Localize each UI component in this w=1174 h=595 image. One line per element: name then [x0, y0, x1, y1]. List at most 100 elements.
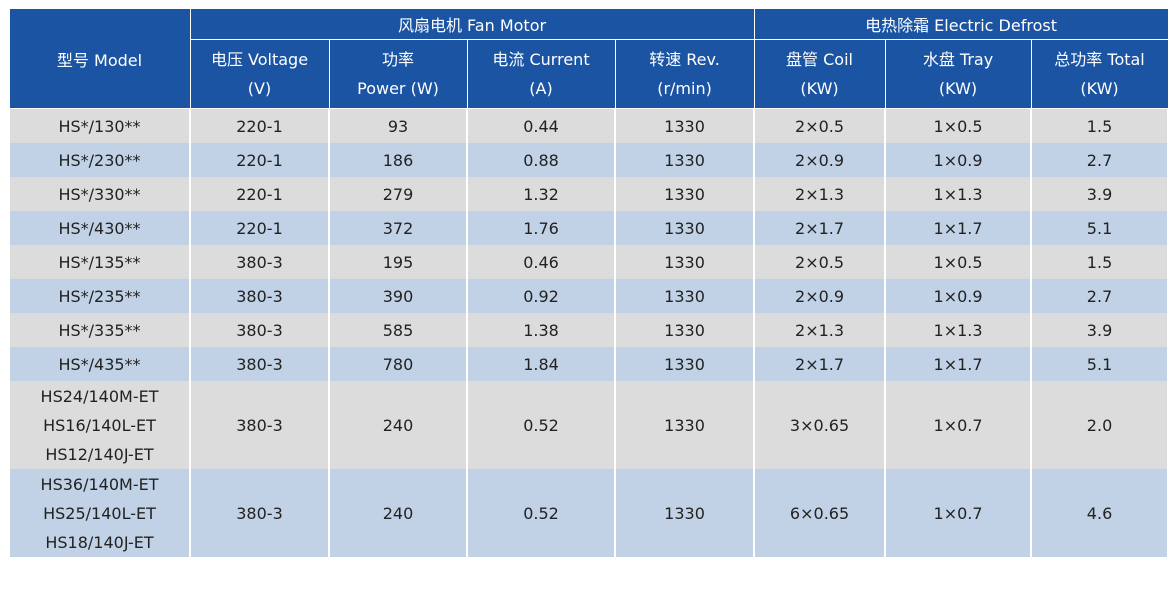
current-cell: 1.76: [466, 211, 616, 245]
total-cell: 2.7: [1030, 279, 1170, 313]
voltage-cell: 380-3: [189, 381, 330, 469]
header-line: 盘管 Coil: [786, 50, 853, 69]
tray-column-header: 水盘 Tray (KW): [884, 39, 1032, 109]
current-cell: 0.52: [466, 381, 616, 469]
current-cell: 0.46: [466, 245, 616, 279]
coil-cell: 2×1.3: [753, 177, 887, 211]
coil-cell: 2×1.3: [753, 313, 887, 347]
total-cell: 5.1: [1030, 347, 1170, 381]
current-column-header: 电流 Current (A): [466, 39, 616, 109]
rev-column-header: 转速 Rev. (r/min): [614, 39, 755, 109]
voltage-cell: 380-3: [189, 313, 330, 347]
header-unit: (A): [529, 79, 553, 98]
model-cell: HS*/435**: [8, 347, 191, 381]
model-cell: HS36/140M-ET HS25/140L-ET HS18/140J-ET: [8, 469, 191, 557]
power-cell: 279: [328, 177, 468, 211]
total-cell: 1.5: [1030, 108, 1170, 143]
table-row: HS*/430** 220-1 372 1.76 1330 2×1.7 1×1.…: [8, 211, 1170, 245]
header-unit: (KW): [938, 79, 978, 98]
table-row: HS*/230** 220-1 186 0.88 1330 2×0.9 1×0.…: [8, 143, 1170, 177]
voltage-cell: 380-3: [189, 245, 330, 279]
model-cell: HS*/330**: [8, 177, 191, 211]
model-name: HS16/140L-ET: [43, 415, 156, 435]
table-row: HS24/140M-ET HS16/140L-ET HS12/140J-ET 380…: [8, 381, 1170, 469]
model-name: HS25/140L-ET: [43, 503, 156, 523]
voltage-cell: 220-1: [189, 177, 330, 211]
model-name: HS24/140M-ET: [40, 386, 159, 406]
current-cell: 0.88: [466, 143, 616, 177]
total-cell: 2.0: [1030, 381, 1170, 469]
header-unit: (V): [247, 79, 272, 98]
header-unit: (r/min): [657, 79, 712, 98]
voltage-column-header: 电压 Voltage (V): [189, 39, 330, 109]
tray-cell: 1×0.7: [884, 469, 1033, 557]
header-line: 转速 Rev.: [649, 50, 720, 69]
coil-cell: 2×0.5: [753, 245, 887, 279]
rev-cell: 1330: [613, 143, 756, 177]
voltage-cell: 380-3: [189, 469, 330, 557]
model-cell: HS*/135**: [8, 245, 191, 279]
voltage-cell: 220-1: [189, 211, 330, 245]
model-cell: HS24/140M-ET HS16/140L-ET HS12/140J-ET: [8, 381, 191, 469]
rev-cell: 1330: [613, 108, 756, 143]
header-line: 电压 Voltage: [210, 50, 309, 69]
model-name: HS36/140M-ET: [40, 474, 159, 494]
tray-cell: 1×1.3: [884, 177, 1033, 211]
total-column-header: 总功率 Total (KW): [1030, 39, 1169, 109]
power-cell: 240: [328, 469, 468, 557]
current-cell: 0.44: [466, 108, 616, 143]
coil-cell: 2×1.7: [753, 211, 887, 245]
model-name: HS12/140J-ET: [45, 444, 154, 464]
header-unit: (KW): [800, 79, 839, 98]
header-unit: (KW): [1080, 79, 1119, 98]
total-cell: 4.6: [1030, 469, 1170, 557]
power-cell: 186: [328, 143, 468, 177]
power-cell: 372: [328, 211, 468, 245]
power-cell: 780: [328, 347, 468, 381]
current-cell: 0.92: [466, 279, 616, 313]
model-cell: HS*/230**: [8, 143, 191, 177]
table-row: HS*/235** 380-3 390 0.92 1330 2×0.9 1×0.…: [8, 279, 1170, 313]
rev-cell: 1330: [613, 279, 756, 313]
tray-cell: 1×0.5: [884, 108, 1033, 143]
current-cell: 0.52: [466, 469, 616, 557]
current-cell: 1.38: [466, 313, 616, 347]
tray-cell: 1×0.7: [884, 381, 1033, 469]
model-column-header: 型号 Model: [8, 8, 191, 109]
header-line: 总功率 Total: [1054, 50, 1145, 69]
power-cell: 195: [328, 245, 468, 279]
model-cell: HS*/130**: [8, 108, 191, 143]
coil-cell: 6×0.65: [753, 469, 887, 557]
coil-cell: 3×0.65: [753, 381, 887, 469]
tray-cell: 1×1.7: [884, 347, 1033, 381]
header-line: 水盘 Tray: [922, 50, 994, 69]
voltage-cell: 220-1: [189, 108, 330, 143]
tray-cell: 1×1.3: [884, 313, 1033, 347]
power-cell: 93: [328, 108, 468, 143]
power-column-header: 功率 Power (W): [328, 39, 468, 109]
power-cell: 240: [328, 381, 468, 469]
voltage-cell: 220-1: [189, 143, 330, 177]
rev-cell: 1330: [613, 211, 756, 245]
table-body: HS*/130** 220-1 93 0.44 1330 2×0.5 1×0.5…: [8, 108, 1170, 557]
total-cell: 5.1: [1030, 211, 1170, 245]
header-line: 电流 Current: [492, 50, 590, 69]
coil-cell: 2×0.9: [753, 279, 887, 313]
total-cell: 2.7: [1030, 143, 1170, 177]
header-line: 功率: [381, 50, 414, 69]
current-cell: 1.32: [466, 177, 616, 211]
header-unit: Power (W): [357, 79, 439, 98]
model-cell: HS*/335**: [8, 313, 191, 347]
coil-cell: 2×0.5: [753, 108, 887, 143]
tray-cell: 1×0.5: [884, 245, 1033, 279]
tray-cell: 1×1.7: [884, 211, 1033, 245]
rev-cell: 1330: [613, 177, 756, 211]
electric-defrost-group-header: 电热除霜 Electric Defrost: [753, 8, 1169, 40]
total-cell: 3.9: [1030, 313, 1170, 347]
total-cell: 1.5: [1030, 245, 1170, 279]
model-cell: HS*/235**: [8, 279, 191, 313]
model-name: HS18/140J-ET: [45, 532, 154, 552]
coil-cell: 2×1.7: [753, 347, 887, 381]
tray-cell: 1×0.9: [884, 143, 1033, 177]
table-row: HS*/335** 380-3 585 1.38 1330 2×1.3 1×1.…: [8, 313, 1170, 347]
